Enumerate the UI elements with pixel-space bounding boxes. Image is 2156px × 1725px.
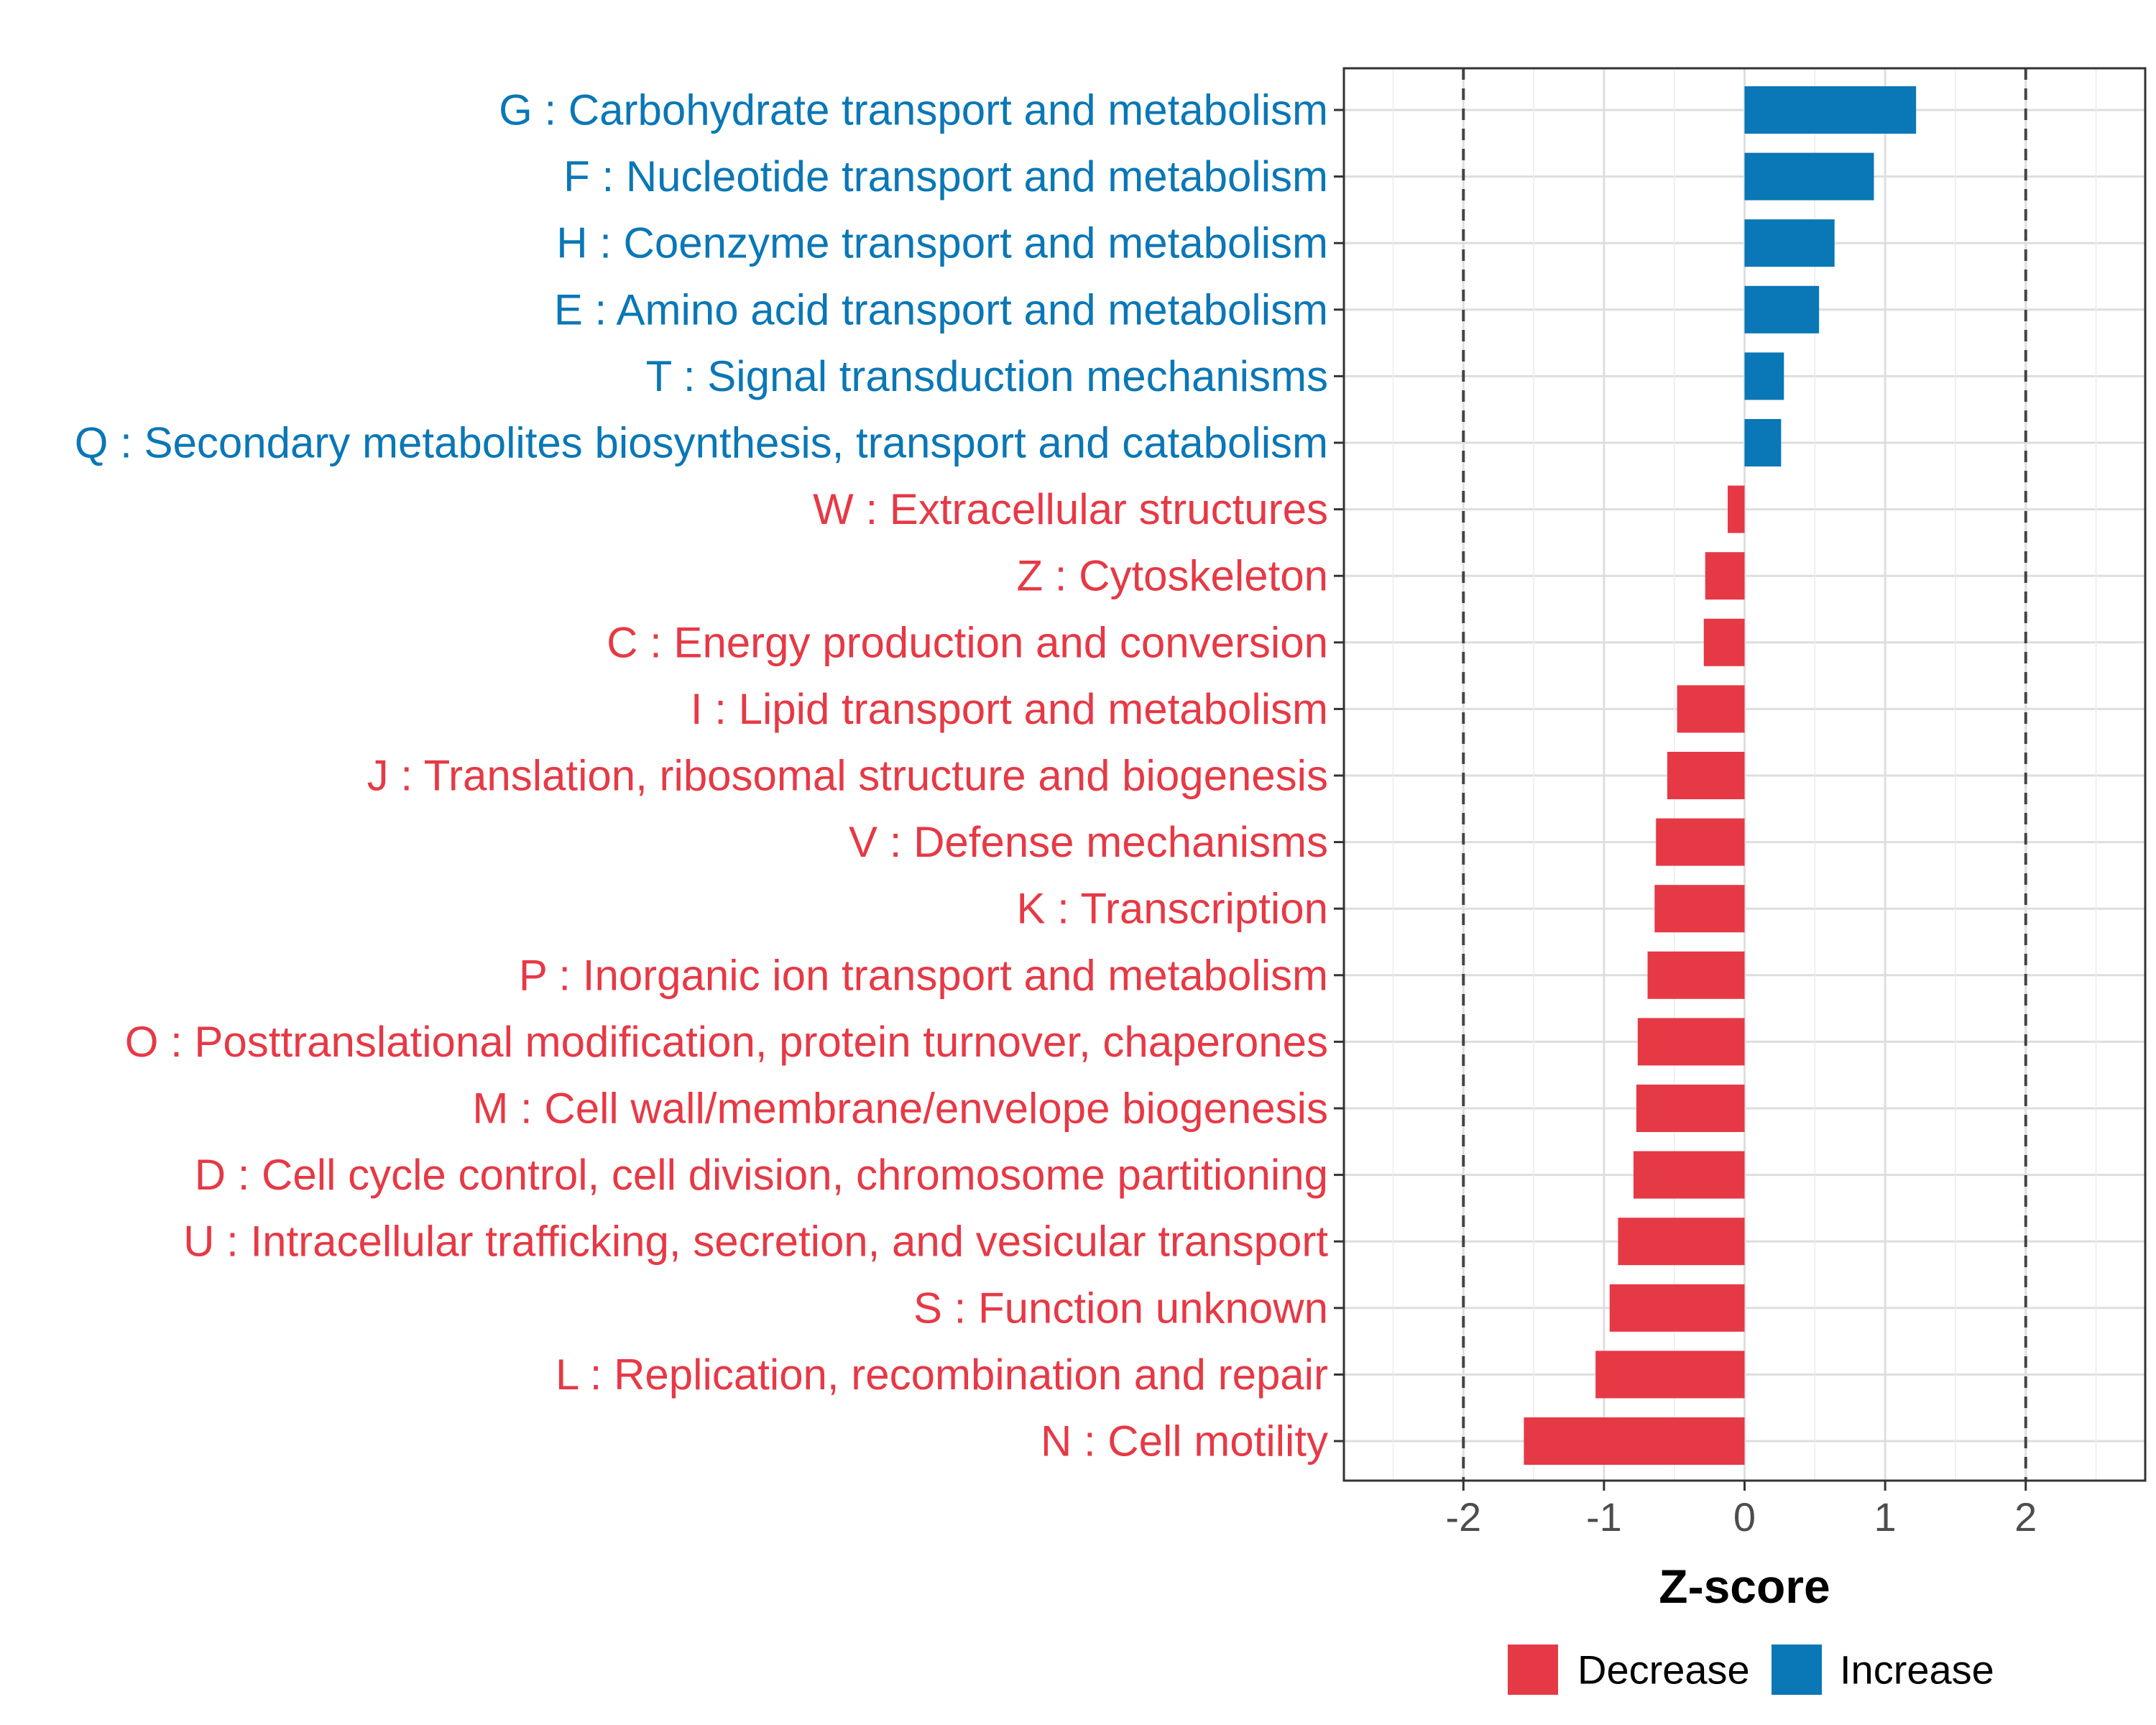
x-tick-label: 2 (2014, 1494, 2037, 1540)
category-label: N : Cell motility (1041, 1417, 1328, 1466)
reference-lines (1462, 68, 2027, 1481)
category-label: K : Transcription (1016, 885, 1328, 933)
x-axis-title: Z-score (1659, 1560, 1830, 1613)
bar (1677, 685, 1745, 733)
legend-swatch (1772, 1644, 1822, 1695)
category-label: M : Cell wall/membrane/envelope biogenes… (472, 1085, 1328, 1133)
bar (1618, 1218, 1745, 1266)
category-label: W : Extracellular structures (813, 485, 1328, 533)
bar (1524, 1417, 1745, 1465)
category-label: D : Cell cycle control, cell division, c… (195, 1151, 1328, 1199)
bar (1656, 818, 1745, 866)
bar (1636, 1085, 1745, 1132)
bar (1595, 1351, 1745, 1399)
category-label: I : Lipid transport and metabolism (691, 685, 1328, 733)
x-tick-label: -1 (1586, 1494, 1622, 1540)
x-axis-labels: -2 -1 0 1 2 (1445, 1494, 2037, 1540)
y-axis-ticks (1334, 109, 1344, 1443)
y-axis-labels: G : Carbohydrate transport and metabolis… (75, 86, 1329, 1466)
bar (1744, 285, 1820, 334)
bar (1744, 152, 1874, 201)
category-label: G : Carbohydrate transport and metabolis… (499, 86, 1328, 134)
legend-label: Decrease (1577, 1647, 1750, 1693)
bar (1744, 419, 1782, 466)
bar (1705, 552, 1745, 600)
x-tick-label: 0 (1733, 1494, 1756, 1540)
bar (1728, 485, 1745, 533)
legend-label: Increase (1840, 1647, 1994, 1693)
category-label: T : Signal transduction mechanisms (646, 352, 1328, 400)
category-label: F : Nucleotide transport and metabolism (563, 152, 1328, 201)
bar (1744, 86, 1917, 134)
category-label: U : Intracellular trafficking, secretion… (183, 1218, 1328, 1266)
category-label: P : Inorganic ion transport and metaboli… (519, 951, 1328, 999)
bar (1703, 618, 1745, 666)
category-label: J : Translation, ribosomal structure and… (367, 752, 1328, 800)
bar (1633, 1151, 1745, 1199)
bar (1637, 1018, 1745, 1066)
bar (1744, 219, 1835, 267)
category-label: E : Amino acid transport and metabolism (554, 285, 1328, 334)
category-label: L : Replication, recombination and repai… (556, 1351, 1328, 1399)
category-label: H : Coenzyme transport and metabolism (556, 219, 1328, 267)
category-label: Q : Secondary metabolites biosynthesis, … (75, 419, 1328, 467)
x-tick-label: 1 (1874, 1494, 1897, 1540)
legend-swatch (1508, 1644, 1558, 1695)
bar (1647, 951, 1745, 999)
category-label: C : Energy production and conversion (607, 618, 1328, 666)
category-label: S : Function unknown (913, 1284, 1328, 1332)
bar (1654, 885, 1745, 933)
legend: Decrease Increase (1508, 1644, 1994, 1695)
bar (1744, 352, 1784, 400)
bars (1524, 86, 1917, 1465)
bar (1667, 752, 1745, 799)
x-tick-label: -2 (1445, 1494, 1481, 1540)
category-label: V : Defense mechanisms (849, 818, 1328, 866)
bar (1609, 1284, 1745, 1332)
category-label: Z : Cytoskeleton (1016, 552, 1328, 600)
category-label: O : Posttranslational modification, prot… (125, 1018, 1328, 1066)
x-axis-ticks (1462, 1481, 2027, 1491)
